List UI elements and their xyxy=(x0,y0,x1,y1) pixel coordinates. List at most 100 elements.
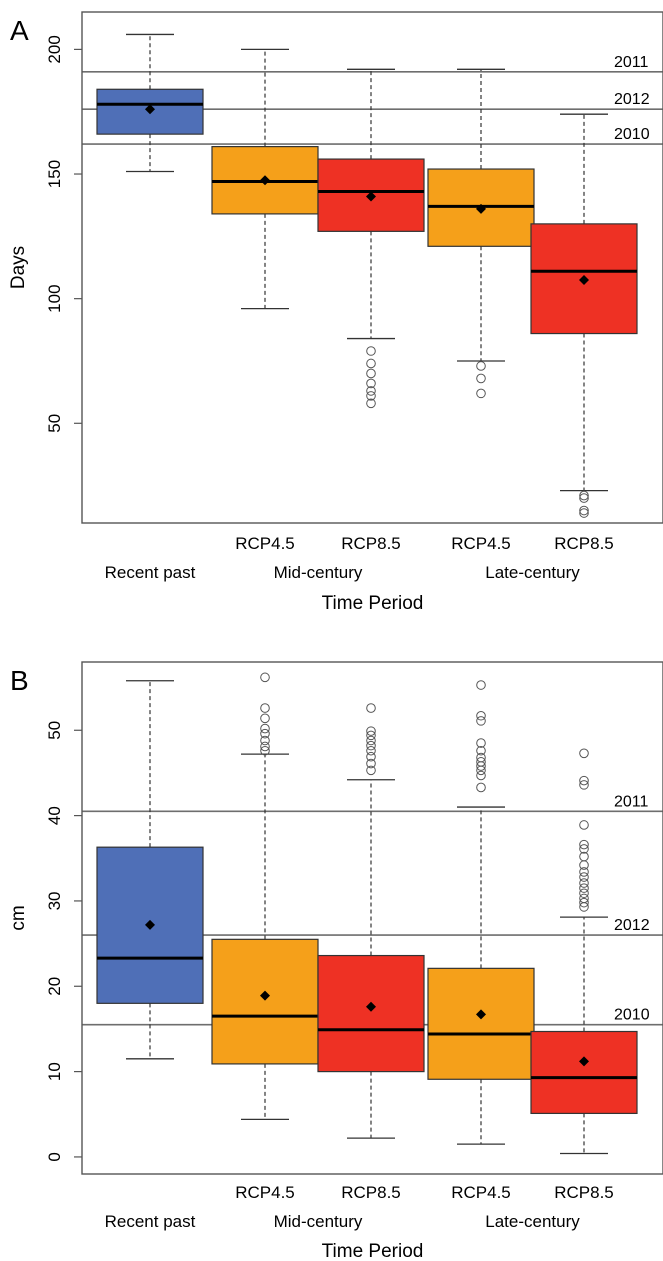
outlier-point xyxy=(476,752,486,763)
outlier-point xyxy=(579,893,589,904)
x-group-label: Late-century xyxy=(485,1212,580,1231)
reference-line-label: 2011 xyxy=(614,793,649,810)
mean-marker xyxy=(260,990,270,1001)
outlier-point xyxy=(366,358,376,369)
chart-panel-a: A 2011 2012 2010 50 100 150 200 Days Recent past R… xyxy=(8,11,663,614)
outlier-point xyxy=(579,493,589,503)
x-category-label: RCP8.5 xyxy=(554,534,614,553)
outlier-point xyxy=(579,844,589,854)
mean-marker xyxy=(476,1009,486,1020)
outlier-point xyxy=(366,745,376,756)
outlier-point xyxy=(366,726,376,736)
x-category-label: RCP4.5 xyxy=(451,534,511,553)
outlier-point xyxy=(579,867,589,877)
outlier-point xyxy=(579,878,589,888)
outlier-point xyxy=(260,723,270,734)
box-iqr xyxy=(317,954,425,1073)
outlier-point xyxy=(476,745,486,756)
y-tick-label: 150 xyxy=(45,160,64,188)
y-tick-label: 20 xyxy=(45,977,64,996)
mean-marker xyxy=(476,203,486,214)
y-axis-label: cm xyxy=(8,905,29,930)
chart-panel-b: B 2011 2012 2010 0 10 20 30 40 50 cm Recent past RCP… xyxy=(8,661,663,1261)
reference-line-label: 2010 xyxy=(614,126,650,143)
outlier-point xyxy=(579,872,589,882)
outlier-point xyxy=(476,680,486,690)
box-0 xyxy=(96,680,204,1060)
outlier-point xyxy=(579,839,589,850)
plot-frame xyxy=(81,661,663,1175)
outlier-point xyxy=(366,735,376,746)
x-group-label: Mid-century xyxy=(274,563,363,582)
outlier-point xyxy=(579,897,589,908)
outlier-point xyxy=(260,703,270,713)
outlier-point xyxy=(260,672,270,683)
reference-line-label: 2011 xyxy=(614,54,649,71)
panel-label: A xyxy=(10,15,29,46)
outlier-point xyxy=(366,703,376,713)
reference-line-label: 2012 xyxy=(614,917,650,934)
outlier-point xyxy=(366,758,376,769)
x-category-label: RCP4.5 xyxy=(451,1183,511,1202)
outlier-point xyxy=(260,713,270,724)
outlier-point xyxy=(476,738,486,748)
outlier-point xyxy=(476,373,486,384)
box-4 xyxy=(530,748,638,1155)
box-iqr xyxy=(530,1030,638,1115)
box-3 xyxy=(427,680,535,1145)
outlier-point xyxy=(579,883,589,893)
outlier-point xyxy=(260,735,270,746)
x-category-label: RCP4.5 xyxy=(235,534,295,553)
outlier-point xyxy=(366,386,376,396)
outlier-point xyxy=(366,391,376,401)
x-group-label: Mid-century xyxy=(274,1212,363,1231)
y-tick-label: 40 xyxy=(45,806,64,825)
reference-line-label: 2012 xyxy=(614,91,650,108)
box-1 xyxy=(211,672,319,1121)
y-tick-label: 30 xyxy=(45,891,64,910)
outlier-point xyxy=(579,775,589,786)
mean-marker xyxy=(145,104,155,115)
mean-marker xyxy=(260,175,270,186)
mean-marker xyxy=(579,274,589,285)
x-category-label: RCP8.5 xyxy=(341,534,401,553)
outlier-point xyxy=(260,745,270,756)
mean-marker xyxy=(366,191,376,202)
outlier-point xyxy=(476,361,486,371)
outlier-point xyxy=(260,741,270,752)
x-axis-label: Time Period xyxy=(322,1241,424,1261)
outlier-point xyxy=(476,710,486,721)
outlier-point xyxy=(579,508,589,518)
outlier-point xyxy=(579,820,589,830)
outlier-point xyxy=(579,888,589,899)
outlier-point xyxy=(366,765,376,776)
outlier-point xyxy=(366,730,376,741)
outlier-point xyxy=(579,780,589,790)
y-tick-label: 10 xyxy=(45,1062,64,1081)
plot-frame xyxy=(81,11,663,524)
x-category-label: RCP4.5 xyxy=(235,1183,295,1202)
mean-marker xyxy=(366,1001,376,1012)
y-tick-label: 0 xyxy=(45,1152,64,1161)
box-2 xyxy=(317,703,425,1139)
box-iqr xyxy=(96,88,204,135)
box-3 xyxy=(427,68,535,399)
x-category-label: RCP8.5 xyxy=(554,1183,614,1202)
y-tick-label: 100 xyxy=(45,284,64,312)
outlier-point xyxy=(476,782,486,793)
box-4 xyxy=(530,113,638,518)
reference-line-label: 2010 xyxy=(614,1007,650,1024)
outlier-point xyxy=(579,505,589,516)
panel-label: B xyxy=(10,665,29,696)
x-axis-label: Time Period xyxy=(322,593,424,614)
outlier-point xyxy=(476,388,486,399)
y-tick-label: 50 xyxy=(45,414,64,433)
y-tick-label: 200 xyxy=(45,35,64,63)
outlier-point xyxy=(366,398,376,409)
x-category-label: Recent past xyxy=(105,1212,196,1231)
x-group-label: Late-century xyxy=(485,563,580,582)
x-category-label: Recent past xyxy=(105,563,196,582)
y-tick-label: 50 xyxy=(45,721,64,740)
outlier-point xyxy=(366,740,376,751)
